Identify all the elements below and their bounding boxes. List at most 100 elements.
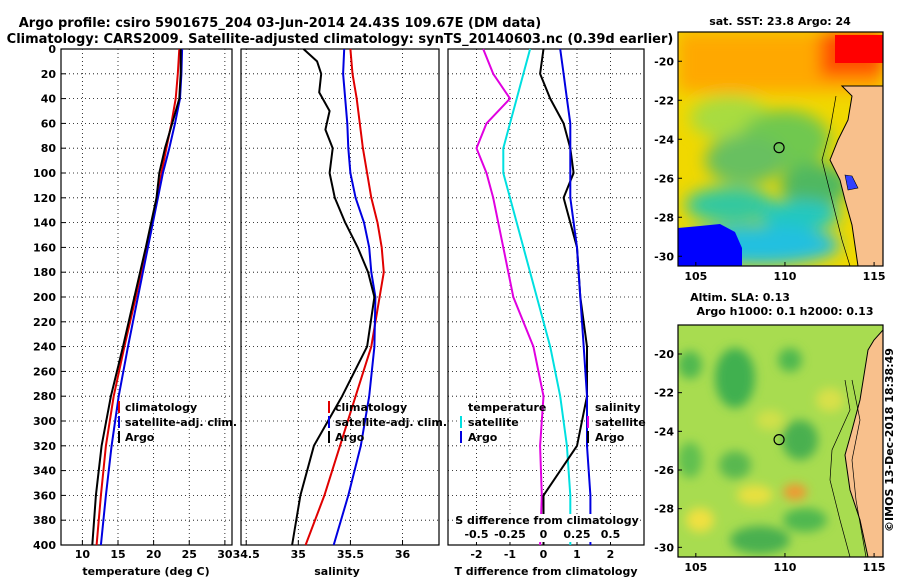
s-tick-label: -0.25 [494, 528, 526, 541]
temperature-legend: climatology satellite-adj. clim. Argo [118, 401, 237, 444]
depth-tick-label: 320 [33, 440, 56, 453]
s-difference-ticks: -0.5 -0.25 0 0.25 0.5 [464, 528, 620, 541]
map-y-tick-label: -20 [654, 348, 674, 361]
map-y-tick-label: -28 [654, 211, 674, 224]
series-line-satellite-adj-clim- [99, 48, 184, 546]
title-line-1: Argo profile: csiro 5901675_204 03-Jun-2… [19, 16, 541, 31]
difference-legend: temperature satellite Argo salinity sate… [460, 401, 646, 444]
map-x-tick-label: 105 [684, 561, 707, 574]
sla-land [844, 329, 883, 557]
temperature-panel: 0 20 40 60 80 100 120 140 160 180 200 220 240 260 280 3… [33, 43, 237, 578]
x-tick-label: 20 [146, 548, 162, 561]
series-line-satellite-adj-clim- [332, 48, 377, 546]
t-difference-label: T difference from climatology [454, 565, 637, 578]
sst-frame [677, 31, 884, 267]
legend-temperature-title: temperature [468, 401, 546, 414]
sla-map [678, 325, 883, 557]
sla-title-line-2: Argo h1000: 0.1 h2000: 0.13 [696, 305, 873, 318]
difference-grid [448, 49, 644, 545]
x-tick-label: 36 [395, 548, 411, 561]
depth-tick-label: 340 [33, 465, 56, 478]
legend-climatology: climatology [335, 401, 407, 414]
depth-tick-label: 240 [33, 341, 56, 354]
legend-s-satellite: satellite [595, 416, 646, 429]
salinity-grid [241, 49, 439, 545]
depth-axis: 0 20 40 60 80 100 120 140 160 180 200 220 240 260 280 3… [33, 43, 66, 552]
salinity-xlabel: salinity [314, 565, 360, 578]
depth-tick-label: 20 [41, 68, 57, 81]
s-tick-label: 0.25 [563, 528, 590, 541]
title-line-2: Climatology: CARS2009. Satellite-adjuste… [7, 32, 674, 47]
sst-map [678, 32, 883, 266]
map-y-tick-label: -20 [654, 55, 674, 68]
legend-argo: Argo [335, 431, 365, 444]
difference-series [475, 48, 592, 546]
legend-t-argo: Argo [468, 431, 498, 444]
sla-coastline [851, 379, 867, 557]
imos-credit: ©IMOS 13-Dec-2018 18:38:49 [883, 348, 896, 532]
map-x-tick-label: 105 [684, 270, 707, 283]
depth-tick-label: 280 [33, 390, 56, 403]
depth-tick-label: 260 [33, 365, 56, 378]
map-y-tick-label: -26 [654, 172, 674, 185]
series-line-s-argo-diff [539, 48, 588, 545]
sst-bay [844, 174, 859, 191]
s-tick-label: 0 [540, 528, 548, 541]
x-tick-label: 35.5 [337, 548, 364, 561]
x-tick-label: 25 [182, 548, 197, 561]
map-x-tick-label: 115 [863, 561, 886, 574]
depth-tick-label: 220 [33, 316, 56, 329]
depth-tick-label: 180 [33, 266, 56, 279]
depth-tick-label: 360 [33, 489, 56, 502]
s-difference-label: S difference from climatology [455, 514, 639, 527]
depth-tick-label: 140 [33, 217, 56, 230]
x-tick-label: -1 [504, 548, 516, 561]
sla-isobath [829, 379, 851, 557]
depth-tick-label: 200 [33, 291, 56, 304]
map-x-tick-label: 110 [773, 561, 796, 574]
legend-argo: Argo [125, 431, 155, 444]
difference-panel: -2 -1 0 1 2 S difference from climatology -0… [447, 48, 646, 578]
sst-land [829, 85, 883, 266]
map-y-tick-label: -30 [654, 250, 674, 263]
sla-frame [677, 324, 884, 558]
legend-t-satellite: satellite [468, 416, 519, 429]
salinity-series [291, 48, 385, 546]
salinity-frame [240, 48, 440, 546]
series-line-argo [91, 49, 182, 546]
map-x-tick-label: 110 [773, 270, 796, 283]
series-line-t-satellite-diff [502, 48, 572, 545]
legend-satellite: satellite-adj. clim. [335, 416, 447, 429]
x-tick-label: 30 [217, 548, 233, 561]
x-tick-label: 35 [291, 548, 306, 561]
sst-hot-block [835, 35, 883, 63]
x-tick-label: 15 [110, 548, 125, 561]
sst-isobath [821, 95, 851, 266]
map-y-tick-label: -22 [654, 387, 674, 400]
legend-s-argo: Argo [595, 431, 625, 444]
x-tick-label: 0 [540, 548, 548, 561]
temperature-grid [61, 49, 232, 545]
series-line-climatology [304, 48, 385, 546]
legend-salinity-title: salinity [595, 401, 641, 414]
map-y-tick-label: -30 [654, 541, 674, 554]
x-tick-label: 1 [573, 548, 581, 561]
depth-tick-label: 160 [33, 241, 56, 254]
x-tick-label: -2 [470, 548, 482, 561]
s-axis-background [458, 514, 640, 542]
map-y-tick-label: -24 [654, 425, 674, 438]
salinity-x-axis: 34.5 35 35.5 36 [233, 540, 411, 561]
difference-x-axis: -2 -1 0 1 2 [470, 540, 614, 561]
x-tick-label: 2 [607, 548, 615, 561]
depth-tick-label: 40 [41, 93, 57, 106]
x-tick-label: 34.5 [233, 548, 260, 561]
depth-tick-label: 400 [33, 539, 56, 552]
map-y-tick-label: -28 [654, 503, 674, 516]
salinity-legend: climatology satellite-adj. clim. Argo [328, 401, 447, 444]
depth-tick-label: 60 [41, 117, 57, 130]
sla-axes: 105 110 115 -20 -22 -24 -26 -28 -30 [654, 348, 885, 574]
sst-cold-patch [678, 224, 742, 266]
map-y-tick-label: -26 [654, 464, 674, 477]
sla-field [678, 348, 844, 554]
